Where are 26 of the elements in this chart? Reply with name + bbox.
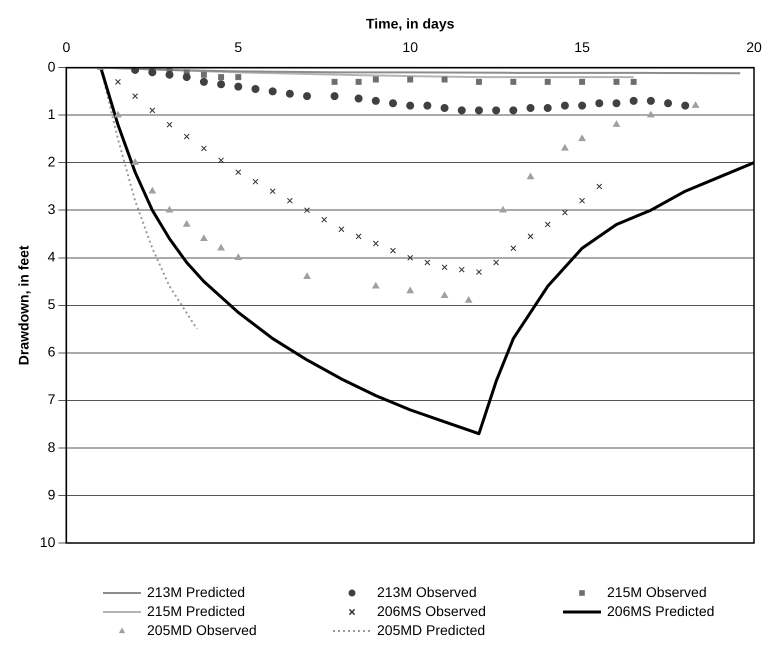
y-tick-label: 1	[48, 106, 56, 122]
y-tick-label: 9	[48, 486, 56, 502]
y-tick-label: 8	[48, 438, 56, 455]
y-tick-label: 0	[48, 58, 56, 74]
y-tick-label: 4	[48, 248, 56, 265]
legend-label: 205MD Predicted	[377, 622, 486, 638]
y-tick-label: 6	[48, 344, 56, 360]
legend-label: 205MD Observed	[147, 622, 257, 638]
legend-label: 213M Observed	[377, 584, 477, 600]
x-tick-label: 0	[62, 39, 70, 56]
legend-label: 215M Observed	[607, 584, 707, 600]
y-tick-label: 10	[40, 534, 56, 550]
x-axis-title: Time, in days	[366, 15, 455, 32]
x-tick-label: 15	[574, 39, 590, 56]
y-tick-label: 3	[48, 201, 56, 218]
y-tick-label: 2	[48, 154, 56, 170]
legend-label: 206MS Observed	[377, 602, 486, 619]
y-tick-label: 7	[48, 391, 56, 408]
legend-label: 213M Predicted	[147, 584, 246, 600]
y-tick-label: 5	[48, 296, 56, 312]
x-tick-label: 5	[234, 39, 242, 56]
x-tick-label: 20	[746, 39, 762, 56]
x-tick-label: 10	[402, 39, 418, 56]
legend-label: 215M Predicted	[147, 602, 246, 619]
y-axis-title: Drawdown, in feet	[15, 245, 32, 366]
legend-label: 206MS Predicted	[607, 602, 714, 619]
